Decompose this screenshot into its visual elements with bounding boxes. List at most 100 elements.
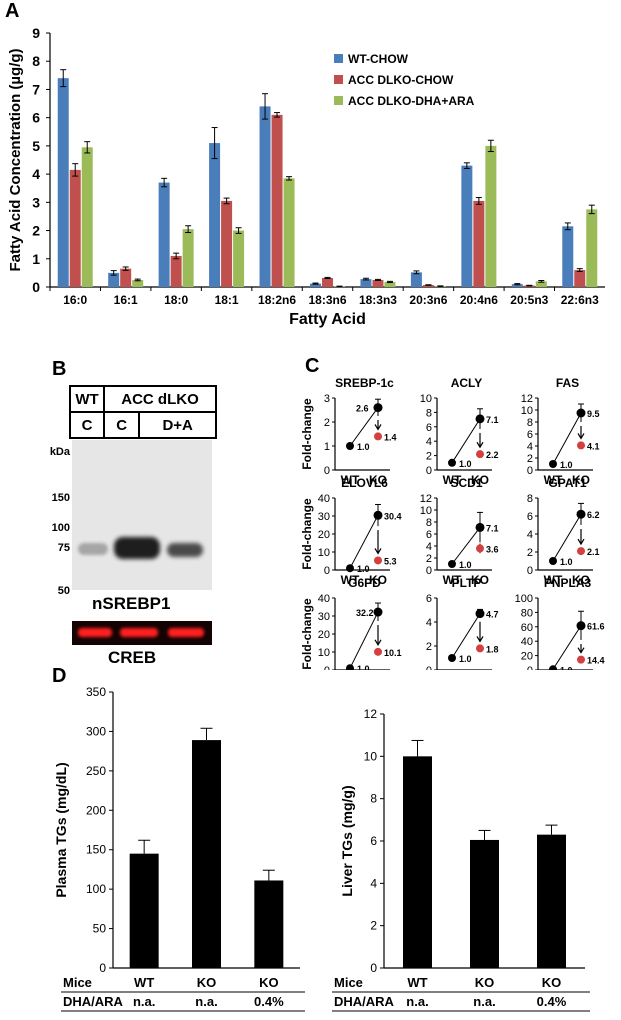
data-point-wt — [346, 442, 354, 450]
arrow-head — [476, 636, 484, 643]
point-value-label: 1.0 — [459, 654, 472, 664]
panel-letter-d: D — [52, 665, 67, 687]
bar — [384, 281, 396, 287]
fold-change-subplot: 0 2 4 6 8 10 ACLY WT KO 1.0 7.1 2.2 — [420, 376, 499, 487]
x-tick-label: KO — [572, 473, 590, 487]
y-axis-title: Liver TGs (mg/g) — [339, 785, 355, 896]
point-value-label: 2.6 — [356, 404, 369, 414]
blot-band — [168, 628, 204, 637]
y-tick-label: 6 — [426, 422, 432, 434]
y-tick-label: 30 — [318, 511, 330, 523]
series-line — [552, 625, 582, 670]
y-tick-label: 0 — [99, 961, 106, 975]
subplot-title: ELOVL6 — [341, 476, 388, 490]
arrow-head — [577, 647, 585, 654]
y-tick-label: 100 — [86, 882, 106, 896]
data-point-ko-treated — [374, 647, 382, 656]
y-tick-label: 0 — [32, 279, 40, 295]
y-tick-label: 6 — [527, 511, 533, 523]
bar — [192, 740, 221, 968]
series-line — [349, 611, 379, 669]
dha-ara-label: 0.4% — [537, 994, 567, 1009]
x-tick-label: WT — [341, 573, 360, 587]
bar — [372, 279, 384, 287]
y-tick-label: 60 — [521, 622, 533, 634]
series-line — [552, 513, 582, 562]
y-tick-label: 3 — [324, 393, 330, 405]
arrow-head — [374, 424, 382, 431]
point-value-label: 30.4 — [384, 511, 402, 521]
point-value-label: 7.1 — [486, 523, 499, 533]
mice-genotype-label: WT — [134, 975, 154, 990]
data-point-ko — [576, 509, 586, 519]
y-tick-label: 0 — [527, 565, 533, 577]
marker-label: 50 — [57, 585, 70, 597]
bar — [170, 255, 182, 287]
data-point-ko — [373, 403, 383, 413]
y-tick-label: 2 — [527, 547, 533, 559]
data-point-ko — [373, 510, 383, 520]
blot-lane-label: C — [102, 411, 141, 439]
y-tick-label: 0 — [370, 961, 377, 975]
marker-label: 100 — [51, 522, 70, 534]
series-line — [451, 527, 481, 565]
panel-letter-c: C — [305, 355, 320, 377]
y-tick-label: 300 — [86, 724, 106, 738]
panel-letter-a: A — [5, 0, 20, 22]
data-point-wt — [346, 564, 354, 573]
y-tick-label: 9 — [32, 25, 40, 41]
y-tick-label: 1 — [32, 251, 40, 267]
y-tick-label: 40 — [318, 493, 330, 505]
data-point-wt — [549, 557, 557, 565]
mice-genotype-label: KO — [475, 975, 495, 990]
x-tick-label: KO — [471, 573, 489, 587]
data-point-wt — [549, 665, 557, 670]
y-tick-label: 4 — [426, 436, 432, 448]
blot-lane-label: D+A — [138, 411, 217, 439]
data-point-ko-treated — [374, 556, 382, 565]
marker-label: 75 — [57, 542, 70, 554]
bar — [322, 277, 333, 287]
y-tick-label: 0 — [324, 565, 330, 577]
bar — [259, 106, 271, 287]
dha-ara-label: n.a. — [195, 994, 217, 1009]
y-tick-label: 2 — [32, 223, 40, 239]
data-point-ko — [576, 408, 586, 418]
y-tick-label: 350 — [86, 685, 106, 699]
y-tick-label: 1 — [324, 441, 330, 453]
bar — [129, 853, 159, 968]
fold-change-subplot: 0 2 4 6 PLTPWT KO 1.0 4.7 1.8 — [426, 576, 499, 670]
dha-ara-label: n.a. — [133, 994, 155, 1009]
y-tick-label: 50 — [93, 922, 107, 936]
x-tick-label: 20:5n3 — [510, 293, 548, 307]
point-value-label: 1.0 — [560, 460, 573, 470]
y-tick-label: 12 — [521, 393, 533, 405]
subplot-title: SREBP-1c — [335, 376, 394, 390]
y-axis-title: Fold-change — [300, 498, 314, 570]
y-tick-label: 10 — [521, 405, 533, 417]
legend-label: WT-CHOW — [348, 52, 409, 66]
x-tick-label: 20:3n6 — [409, 293, 447, 307]
blot-band — [120, 628, 158, 637]
mice-genotype-label: KO — [197, 975, 217, 990]
blot-lane-header: WT ACC dLKO C C D+A — [69, 385, 217, 439]
point-value-label: 2.1 — [587, 547, 600, 557]
x-tick-label: WT — [443, 573, 462, 587]
x-tick-label: 16:0 — [63, 293, 87, 307]
x-tick-label: 18:3n6 — [308, 293, 346, 307]
mice-genotype-label: KO — [259, 975, 279, 990]
bar — [158, 182, 170, 287]
series-line — [451, 613, 481, 659]
bar — [473, 200, 485, 287]
y-tick-label: 0 — [527, 465, 533, 477]
bar — [310, 283, 321, 287]
arrow-head — [374, 548, 382, 555]
y-tick-label: 6 — [527, 429, 533, 441]
y-tick-label: 20 — [318, 629, 330, 641]
point-value-label: 4.1 — [587, 441, 600, 451]
subplot-title: ACLY — [451, 376, 483, 390]
data-point-wt — [448, 654, 456, 662]
x-tick-label: WT — [544, 573, 563, 587]
